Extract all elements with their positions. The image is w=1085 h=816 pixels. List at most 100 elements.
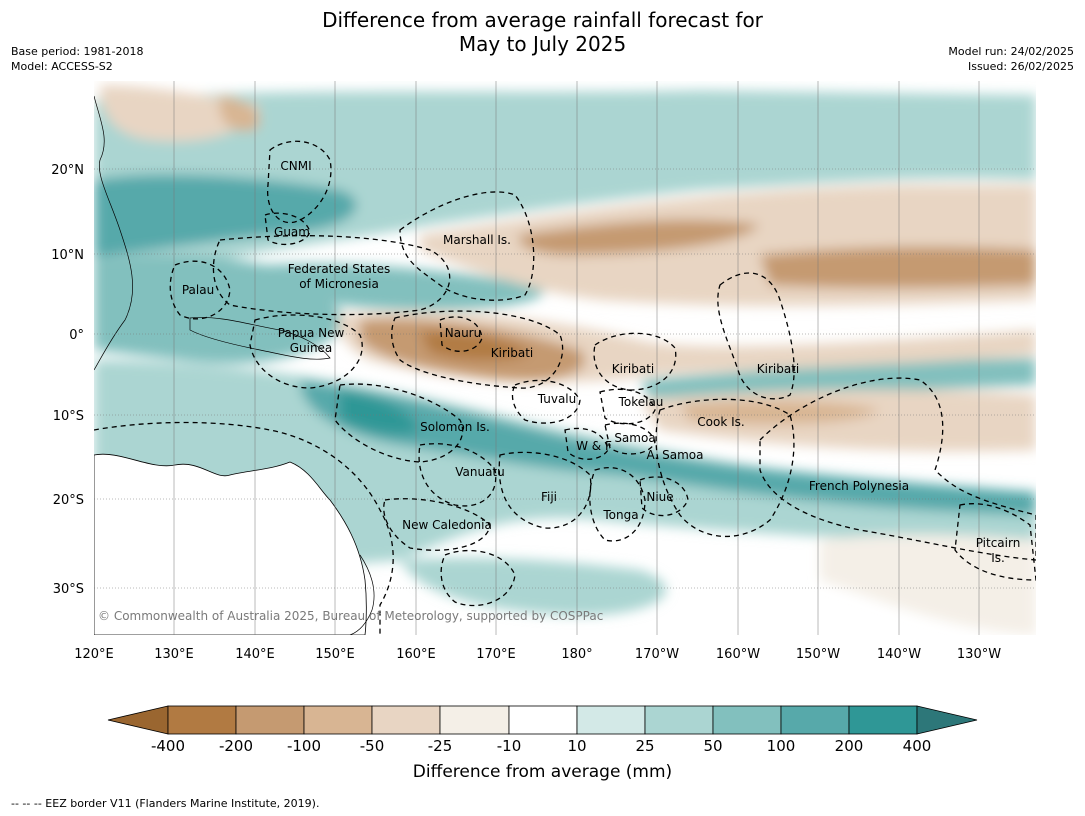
metadata-right: Model run: 24/02/2025 Issued: 26/02/2025 xyxy=(948,44,1074,74)
lon-tick: 170°E xyxy=(476,647,516,662)
eez-australia xyxy=(94,421,394,635)
colorbar-extend-high xyxy=(916,705,978,735)
colorbar-label: 400 xyxy=(903,737,932,755)
new-zealand-coastline xyxy=(349,554,375,635)
label-niue: Niue xyxy=(646,490,673,504)
label-marshall: Marshall Is. xyxy=(443,233,511,247)
lon-tick: 120°E xyxy=(74,647,114,662)
colorbar-label: 200 xyxy=(835,737,864,755)
anomaly-field xyxy=(94,85,1036,635)
colorbar xyxy=(107,705,978,735)
wet-core-north xyxy=(94,174,357,258)
eez-marshall xyxy=(399,191,535,301)
label-guam: Guam xyxy=(274,225,310,239)
eez-palau xyxy=(169,260,231,320)
lon-tick: 140°E xyxy=(235,647,275,662)
issued-date: Issued: 26/02/2025 xyxy=(967,60,1074,73)
colorbar-label: -10 xyxy=(497,737,522,755)
wet-spcz-core xyxy=(300,380,1036,515)
lon-tick: 150°E xyxy=(315,647,355,662)
eez-guam xyxy=(264,212,311,246)
eez-samoa xyxy=(604,422,656,455)
eez-pitcairn xyxy=(954,503,1036,581)
australia-coastline xyxy=(94,453,367,635)
title-line-1: Difference from average rainfall forecas… xyxy=(322,8,763,32)
eez-kiribati-gilbert xyxy=(391,310,564,389)
lat-tick: 10°S xyxy=(53,409,84,424)
label-png-1: Papua New xyxy=(278,326,345,340)
eez-kiribati-line xyxy=(717,272,795,400)
colorbar-label: -400 xyxy=(151,737,185,755)
model-run: Model run: 24/02/2025 xyxy=(948,45,1074,58)
lat-tick: 30°S xyxy=(53,582,84,597)
colorbar-bin xyxy=(235,705,305,735)
copyright-notice: © Commonwealth of Australia 2025, Bureau… xyxy=(98,609,604,623)
dry-northwest-core xyxy=(219,95,261,132)
colorbar-labels: -400 -200 -100 -50 -25 -10 10 25 50 100 … xyxy=(151,737,931,755)
lon-tick: 130°E xyxy=(154,647,194,662)
new-guinea-coastline xyxy=(189,317,331,360)
colorbar-bin xyxy=(712,705,782,735)
label-kiribati-phoenix: Kiribati xyxy=(612,362,654,376)
map-title: Difference from average rainfall forecas… xyxy=(0,8,1085,56)
lon-tick: 160°W xyxy=(716,647,760,662)
eez-solomon xyxy=(334,383,464,463)
colorbar-label: 50 xyxy=(703,737,722,755)
lat-tick: 10°N xyxy=(51,248,84,263)
eez-nauru xyxy=(439,316,483,352)
eez-tonga xyxy=(589,467,646,542)
lon-tick: 180° xyxy=(561,647,592,662)
wet-band-north xyxy=(94,90,1036,280)
label-kiribati-gilbert: Kiribati xyxy=(491,346,533,360)
label-american-samoa: A. Samoa xyxy=(647,448,704,462)
colorbar-bin xyxy=(167,705,237,735)
asia-coastline xyxy=(94,95,133,371)
label-kiribati-line: Kiribati xyxy=(757,362,799,376)
wet-equatorial-east xyxy=(640,358,1036,398)
label-cook: Cook Is. xyxy=(697,415,744,429)
lon-tick: 130°W xyxy=(957,647,1001,662)
eez-footnote: -- -- -- EEZ border V11 (Flanders Marine… xyxy=(11,797,320,810)
lat-tick: 0° xyxy=(69,328,84,343)
colorbar-bin xyxy=(508,705,578,735)
colorbar-label: 10 xyxy=(567,737,586,755)
model-name: Model: ACCESS-S2 xyxy=(11,60,113,73)
colorbar-label: 100 xyxy=(767,737,796,755)
eez-wallis-futuna xyxy=(564,427,609,460)
lon-tick: 160°E xyxy=(396,647,436,662)
colorbar-label: -50 xyxy=(360,737,385,755)
latitude-axis: 20°N 10°N 0° 10°S 20°S 30°S xyxy=(51,163,84,597)
wet-south xyxy=(400,558,667,616)
colorbar-extend-low xyxy=(107,705,169,735)
eez-tokelau xyxy=(599,388,656,425)
wet-spcz-peak xyxy=(340,390,420,435)
label-cnmi: CNMI xyxy=(280,159,311,173)
dry-cook-core xyxy=(680,400,880,425)
colorbar-bin xyxy=(848,705,918,735)
label-vanuatu: Vanuatu xyxy=(455,465,505,479)
eez-norfolk xyxy=(440,549,516,607)
label-new-caledonia: New Caledonia xyxy=(402,518,492,532)
label-micronesia-2: of Micronesia xyxy=(299,277,379,291)
region-labels: CNMI Guam Marshall Is. Federated States … xyxy=(182,159,1020,565)
lon-tick: 170°W xyxy=(635,647,679,662)
eez-new-caledonia xyxy=(383,498,491,551)
label-tonga: Tonga xyxy=(602,508,638,522)
title-line-2: May to July 2025 xyxy=(458,32,627,56)
label-tuvalu: Tuvalu xyxy=(537,392,577,406)
eez-cnmi xyxy=(266,140,332,224)
dry-core-north xyxy=(519,219,760,255)
label-solomon: Solomon Is. xyxy=(420,420,490,434)
label-pitcairn-2: Is. xyxy=(991,551,1005,565)
colorbar-bin xyxy=(780,705,850,735)
dry-equatorial-peak xyxy=(420,331,530,361)
colorbar-bin xyxy=(644,705,714,735)
colorbar-bin xyxy=(303,705,373,735)
label-png-2: Guinea xyxy=(290,341,333,355)
graticule xyxy=(94,81,1036,635)
label-samoa: Samoa xyxy=(614,431,655,445)
label-palau: Palau xyxy=(182,283,214,297)
lat-tick: 20°S xyxy=(53,493,84,508)
colorbar-label: -200 xyxy=(219,737,253,755)
